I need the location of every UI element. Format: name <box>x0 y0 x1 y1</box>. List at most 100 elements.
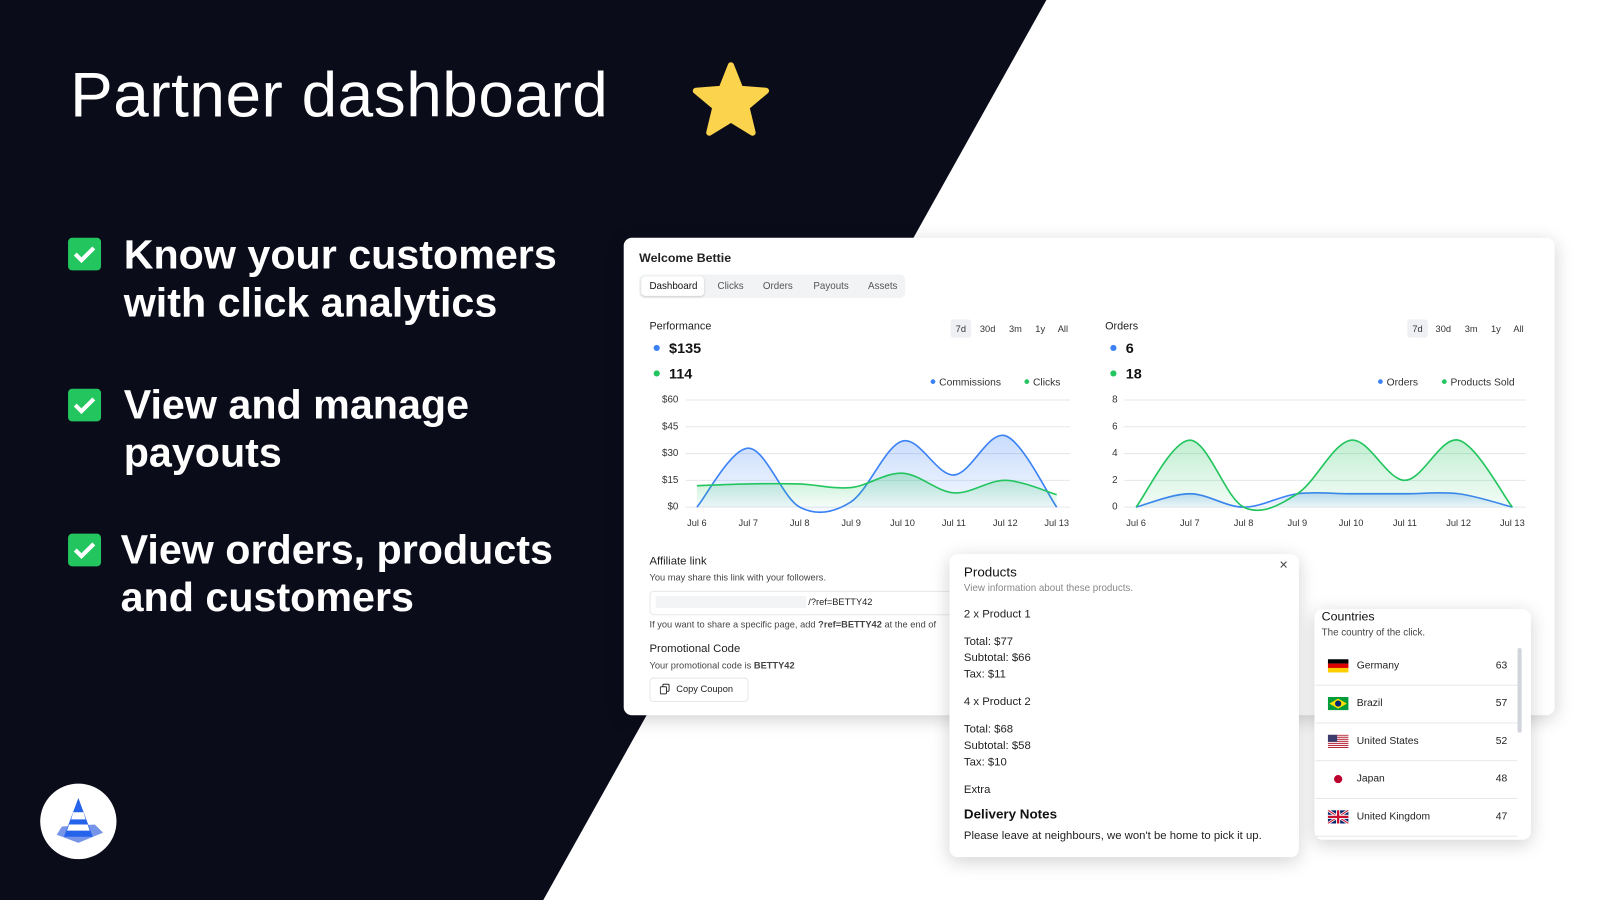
product-line: Subtotal: $58 <box>963 739 1031 753</box>
close-button[interactable]: × <box>1279 556 1288 573</box>
y-tick-label: 6 <box>1112 421 1117 432</box>
line <box>1135 439 1514 512</box>
link-mask <box>655 595 807 609</box>
tab-bar <box>639 274 906 298</box>
affiliate-title: Affiliate link <box>649 555 707 568</box>
tab[interactable]: Dashboard <box>649 280 698 292</box>
country-name: Japan <box>1356 773 1385 785</box>
x-tick-label: Jul 13 <box>1044 518 1069 528</box>
range-button[interactable]: 1y <box>1491 324 1501 334</box>
range-button[interactable]: 30d <box>1436 324 1451 334</box>
range-button[interactable]: All <box>1513 324 1523 334</box>
promo-title: Promotional Code <box>649 642 741 656</box>
range-button[interactable]: 30d <box>980 324 995 334</box>
range-button[interactable]: All <box>1058 324 1068 334</box>
total-value: 114 <box>669 366 692 382</box>
tab[interactable]: Clicks <box>717 280 744 292</box>
flag <box>1327 772 1349 786</box>
country-row <box>1315 761 1518 799</box>
range-button[interactable]: 7d <box>1412 324 1422 334</box>
countries-subtitle: The country of the click. <box>1321 627 1426 639</box>
chart-title: Performance <box>649 320 711 332</box>
star-icon <box>692 62 770 136</box>
legend-label: Orders <box>1387 377 1418 388</box>
feature: Know your customers with click analytics <box>123 232 557 326</box>
x-tick-label: Jul 8 <box>790 518 810 528</box>
range-button[interactable]: 1y <box>1035 324 1045 334</box>
legend-dot <box>1378 379 1383 384</box>
copy-icon <box>659 683 670 695</box>
country-row <box>1315 686 1518 724</box>
y-tick-label: $15 <box>662 475 678 486</box>
country-row <box>1315 723 1518 762</box>
country-name: United Kingdom <box>1356 811 1431 823</box>
x-tick-label: Jul 7 <box>739 518 759 528</box>
flag <box>1327 810 1349 824</box>
scrollbar[interactable] <box>1517 647 1522 733</box>
feature: View orders, products and customers <box>120 527 553 621</box>
promo-text: Your promotional code is BETTY42 <box>649 660 794 670</box>
x-tick-label: Jul 9 <box>1288 518 1308 528</box>
promo-label: Your promotional code is <box>649 660 752 671</box>
chart-title: Orders <box>1105 320 1138 332</box>
area <box>696 473 1057 508</box>
country-count: 48 <box>1495 773 1508 785</box>
y-tick-label: 0 <box>1112 502 1118 513</box>
product-line: Tax: $11 <box>963 668 1006 681</box>
products-title: Products <box>963 564 1017 580</box>
logo <box>40 783 117 860</box>
tab[interactable]: Assets <box>868 280 898 292</box>
x-tick-label: Jul 6 <box>1126 518 1146 528</box>
range-active <box>1407 319 1428 338</box>
y-tick-label: $30 <box>662 448 679 459</box>
x-tick-label: Jul 6 <box>687 518 707 528</box>
range-button[interactable]: 3m <box>1465 324 1478 334</box>
note-text: at the end of <box>884 619 937 630</box>
x-tick-label: Jul 11 <box>1393 518 1417 528</box>
y-tick-label: $45 <box>662 421 678 432</box>
x-tick-label: Jul 8 <box>1234 518 1254 528</box>
area <box>1136 439 1513 511</box>
range-button[interactable]: 7d <box>956 324 966 334</box>
line <box>696 472 1057 496</box>
tab[interactable]: Payouts <box>813 280 849 292</box>
affiliate-link: /?ref=BETTY42 <box>808 596 873 608</box>
legend-label: Clicks <box>1033 377 1060 388</box>
affiliate-note: If you want to share a specific page, ad… <box>649 619 936 629</box>
legend-dot <box>1024 379 1030 384</box>
total-value: $135 <box>669 341 701 357</box>
extra-label: Extra <box>963 783 991 796</box>
note-text: If you want to share a specific page, ad… <box>649 619 816 630</box>
x-tick-label: Jul 12 <box>993 518 1018 528</box>
total-value: 6 <box>1126 341 1134 357</box>
affiliate-description: You may share this link with your follow… <box>649 572 827 583</box>
country-row <box>1315 799 1518 837</box>
range-button[interactable]: 3m <box>1009 324 1022 334</box>
notes-text: Please leave at neighbours, we won't be … <box>963 829 1262 842</box>
legend-dot <box>930 379 936 384</box>
active-tab-bg <box>641 276 705 296</box>
range-active <box>950 319 972 338</box>
x-tick-label: Jul 10 <box>890 518 915 528</box>
line <box>696 434 1058 514</box>
countries-title: Countries <box>1321 609 1375 624</box>
x-tick-label: Jul 11 <box>942 518 966 528</box>
copy-button[interactable] <box>649 677 749 703</box>
legend-label: Products Sold <box>1451 377 1515 388</box>
x-tick-label: Jul 13 <box>1500 518 1525 528</box>
tab[interactable]: Orders <box>762 280 793 292</box>
product-line: Tax: $10 <box>963 756 1007 769</box>
flag <box>1327 696 1349 711</box>
y-tick-label: 2 <box>1112 475 1117 486</box>
x-tick-label: Jul 7 <box>1180 518 1200 528</box>
country-name: Brazil <box>1356 697 1383 710</box>
products-subtitle: View information about these products. <box>963 582 1134 594</box>
total-dot <box>653 370 660 377</box>
flag <box>1327 734 1349 748</box>
flag <box>1327 659 1349 673</box>
y-tick-label: $0 <box>667 502 678 513</box>
country-name: United States <box>1356 735 1419 747</box>
x-tick-label: Jul 12 <box>1446 518 1471 528</box>
